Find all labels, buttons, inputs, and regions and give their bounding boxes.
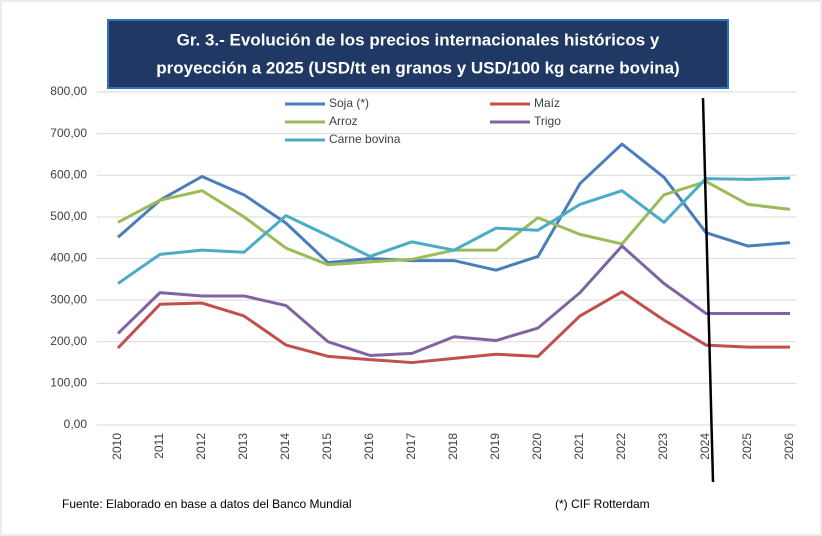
legend-label: Arroz <box>329 114 358 128</box>
x-tick-label: 2022 <box>614 433 628 460</box>
projection-marker <box>701 97 715 483</box>
legend-label: Trigo <box>534 114 561 128</box>
x-tick-label: 2011 <box>152 433 166 459</box>
x-tick-label: 2019 <box>488 433 502 460</box>
x-tick-label: 2014 <box>278 433 292 460</box>
y-tick-label: 0,00 <box>64 417 88 431</box>
x-tick-label: 2016 <box>362 433 376 460</box>
chart-title: proyección a 2025 (USD/tt en granos y US… <box>156 58 679 77</box>
y-tick-label: 600,00 <box>50 167 87 181</box>
x-tick-label: 2010 <box>110 433 124 460</box>
x-tick-label: 2021 <box>572 433 586 460</box>
x-tick-label: 2024 <box>698 433 712 460</box>
footnote: (*) CIF Rotterdam <box>555 497 650 511</box>
x-tick-label: 2015 <box>320 433 334 460</box>
y-tick-label: 700,00 <box>50 126 87 140</box>
y-tick-label: 200,00 <box>50 334 87 348</box>
title-box <box>107 19 729 89</box>
series-line <box>116 244 790 357</box>
x-tick-label: 2025 <box>740 433 754 460</box>
legend-label: Carne bovina <box>329 132 401 146</box>
x-tick-label: 2012 <box>194 433 208 460</box>
y-tick-label: 500,00 <box>50 209 87 223</box>
source-note: Fuente: Elaborado en base a datos del Ba… <box>62 497 352 511</box>
chart-title: Gr. 3.- Evolución de los precios interna… <box>177 30 660 49</box>
y-tick-label: 100,00 <box>50 376 87 390</box>
series-line <box>117 176 791 285</box>
x-tick-label: 2023 <box>656 433 670 460</box>
legend-label: Maíz <box>534 96 560 110</box>
y-tick-label: 400,00 <box>50 251 87 265</box>
legend-label: Soja (*) <box>329 96 369 110</box>
series-line <box>117 142 791 272</box>
x-tick-label: 2026 <box>782 433 796 460</box>
x-tick-label: 2013 <box>236 433 250 460</box>
y-tick-label: 800,00 <box>50 84 87 98</box>
y-tick-label: 300,00 <box>50 292 87 306</box>
x-tick-label: 2017 <box>404 433 418 460</box>
x-tick-label: 2020 <box>530 433 544 460</box>
x-tick-label: 2018 <box>446 433 460 460</box>
series-line <box>116 290 790 365</box>
